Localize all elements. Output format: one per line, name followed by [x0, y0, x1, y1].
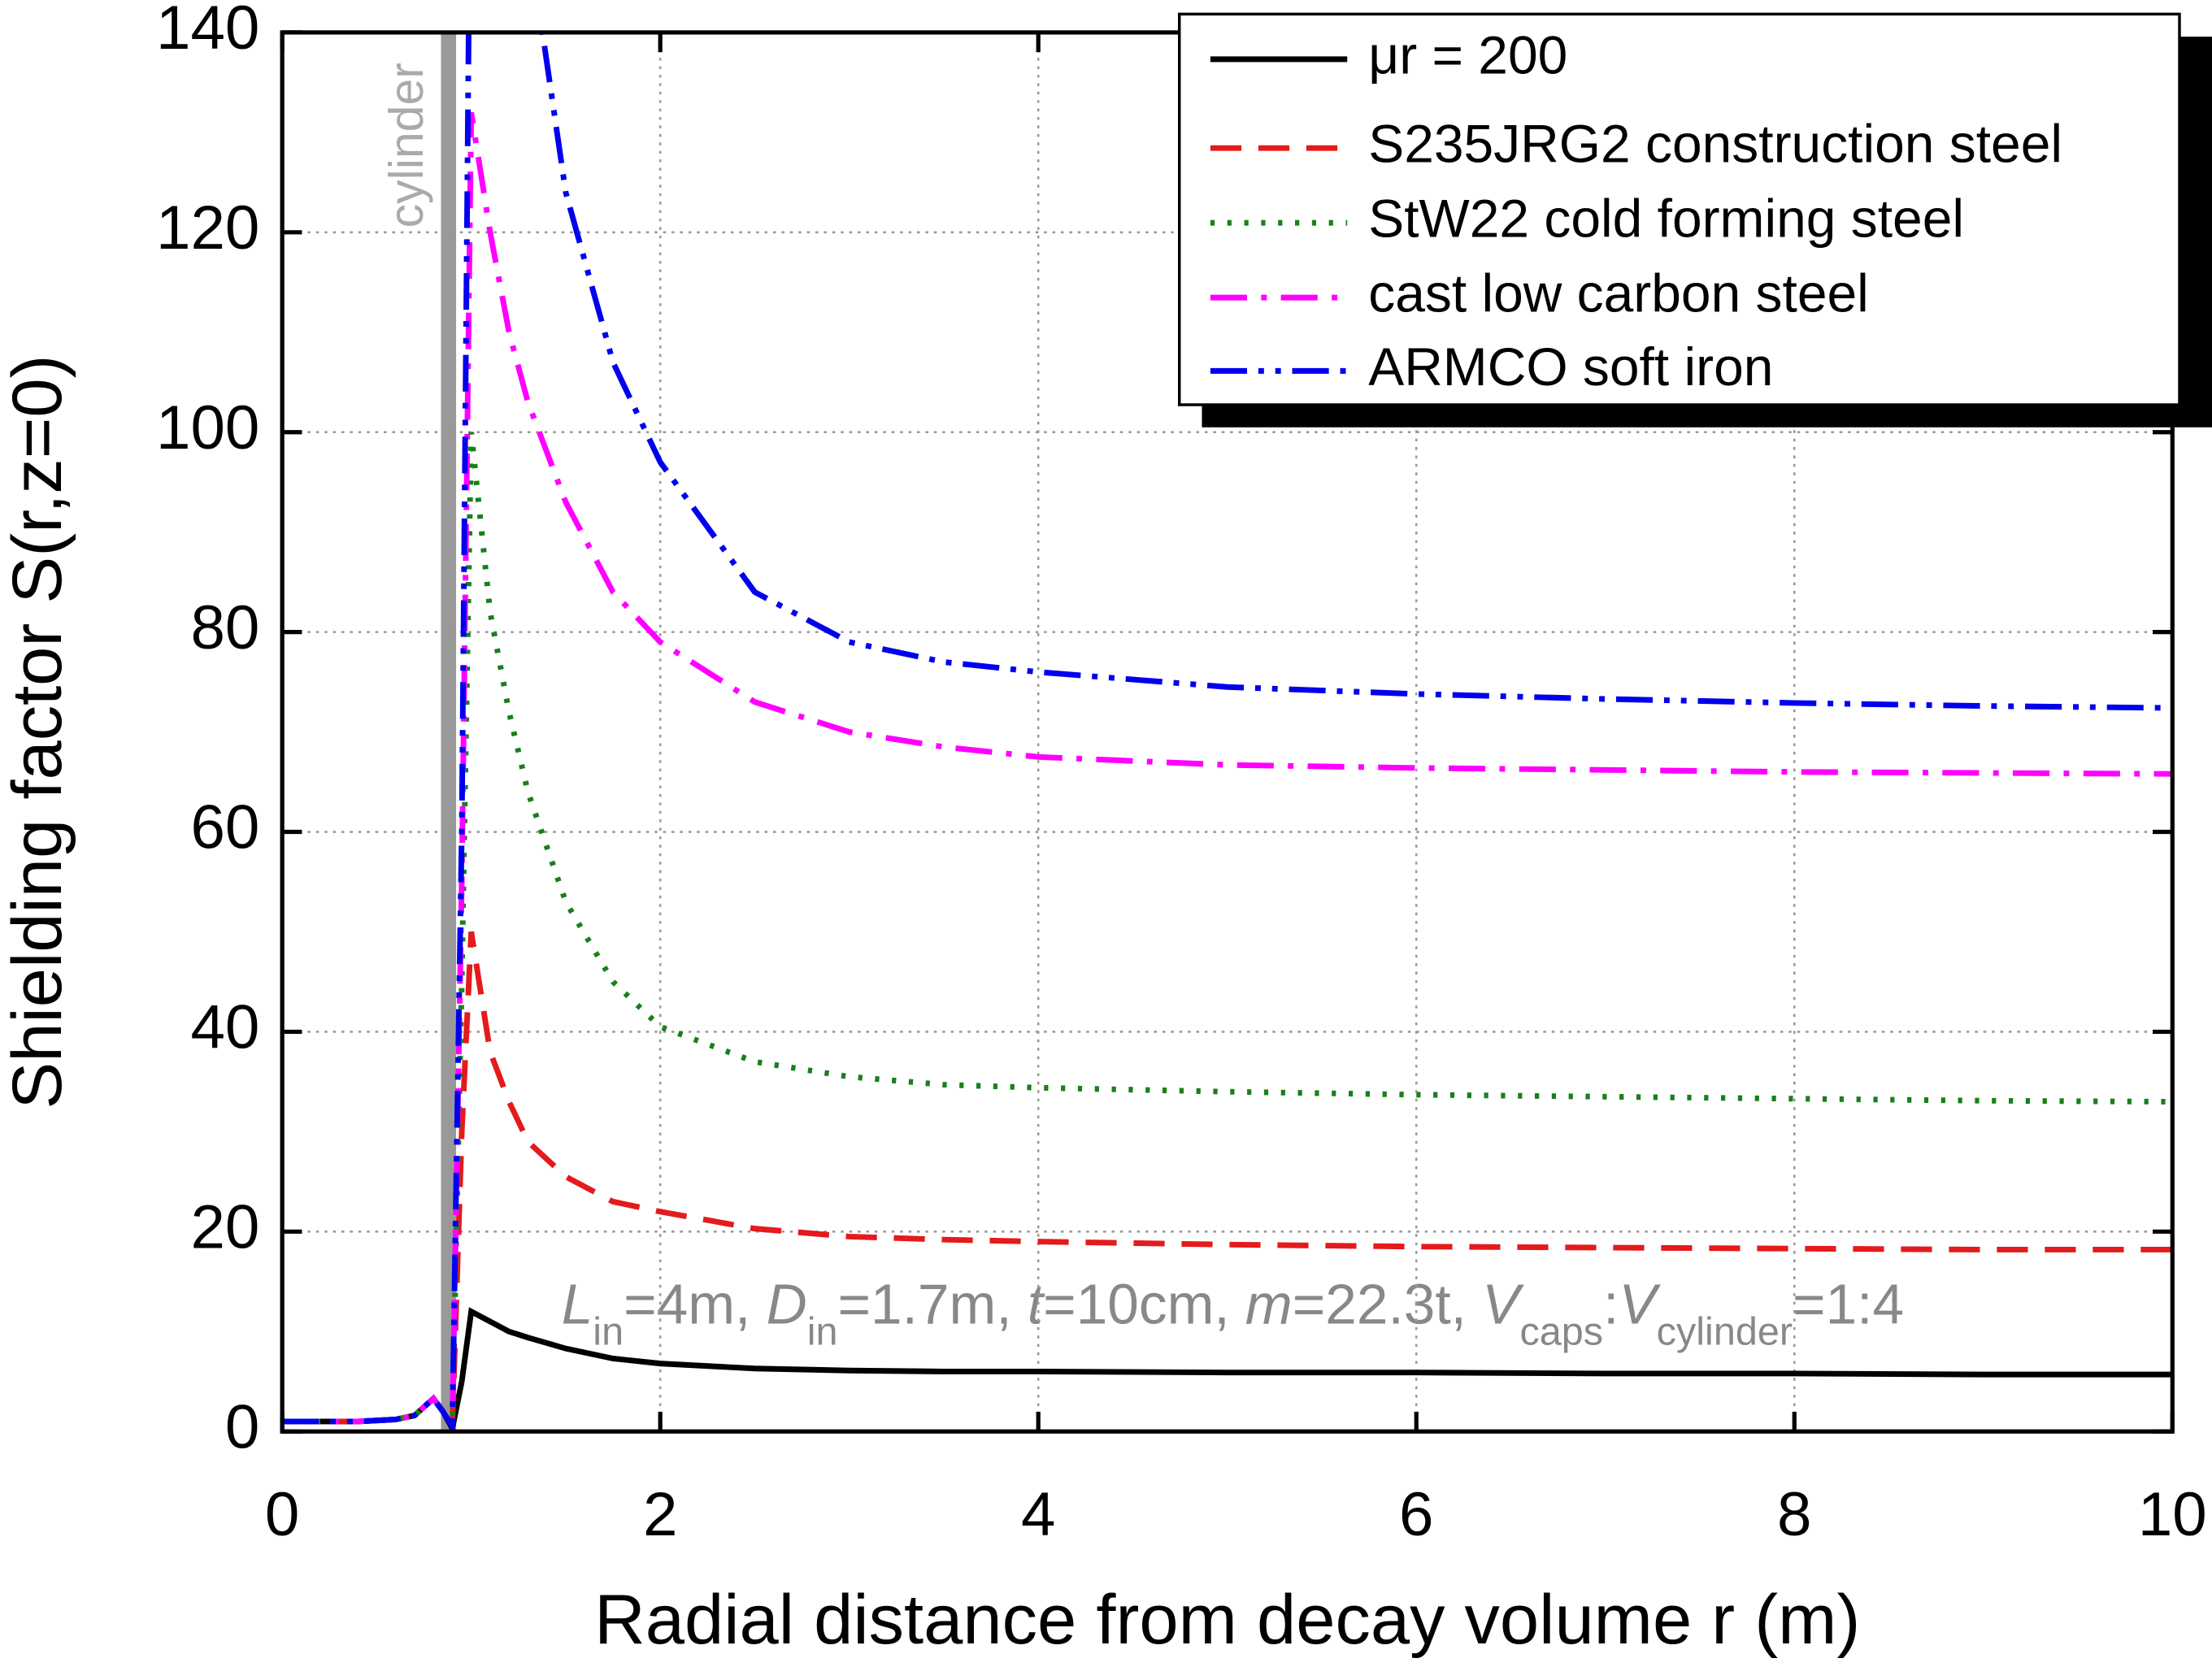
x-tick-label: 0: [265, 1480, 299, 1549]
annotation-part: V: [1619, 1273, 1661, 1336]
legend-label: ARMCO soft iron: [1368, 336, 1773, 397]
annotation-part: =1.7m,: [838, 1273, 1028, 1336]
plot-area: [282, 32, 2173, 1432]
x-tick-label: 10: [2138, 1480, 2207, 1549]
y-tick-label: 140: [156, 0, 259, 63]
y-tick-label: 0: [225, 1392, 259, 1461]
annotation-part: t: [1028, 1273, 1045, 1336]
legend-label: cast low carbon steel: [1368, 263, 1869, 323]
annotation-part: cylinder: [1657, 1309, 1793, 1353]
annotation-part: D: [767, 1273, 807, 1336]
annotation-part: =10cm,: [1043, 1273, 1245, 1336]
x-axis-label: Radial distance from decay volume r (m): [594, 1580, 1860, 1659]
annotation-part: V: [1482, 1273, 1524, 1336]
series-line: [282, 111, 2173, 1432]
cylinder-region: [441, 32, 457, 1432]
y-tick-label: 80: [190, 593, 259, 662]
y-tick-label: 60: [190, 793, 259, 862]
region-label: cylinder: [380, 63, 433, 228]
y-tick-label: 120: [156, 193, 259, 263]
series-line: [282, 931, 2173, 1432]
series-line: [282, 432, 2173, 1432]
x-tick-label: 8: [1777, 1480, 1811, 1549]
legend-label: StW22 cold forming steel: [1368, 189, 1964, 249]
annotation-part: =22.3t,: [1293, 1273, 1482, 1336]
y-tick-label: 100: [156, 393, 259, 462]
annotation-part: in: [807, 1309, 838, 1353]
y-tick-label: 40: [190, 993, 259, 1062]
annotation-part: :: [1603, 1273, 1619, 1336]
annotation-part: in: [593, 1309, 624, 1353]
x-tick-label: 4: [1021, 1480, 1055, 1549]
annotation-part: caps: [1519, 1309, 1603, 1353]
annotation-part: =1:4: [1793, 1273, 1904, 1336]
legend-label: μr = 200: [1368, 24, 1567, 85]
annotation-part: =4m,: [624, 1273, 766, 1336]
legend-label: S235JRG2 construction steel: [1368, 114, 2062, 174]
y-axis-label: Shielding factor S(r,z=0): [0, 354, 76, 1109]
series-line: [282, 32, 2173, 1432]
y-tick-label: 20: [190, 1192, 259, 1261]
x-tick-label: 2: [643, 1480, 677, 1549]
annotation-part: m: [1245, 1273, 1293, 1336]
x-tick-label: 6: [1399, 1480, 1433, 1549]
annotation: Lin=4m, Din=1.7m, t=10cm, m=22.3t, Vcaps…: [562, 1273, 1904, 1354]
legend-box: [1177, 12, 2181, 406]
annotation-part: L: [562, 1273, 593, 1336]
